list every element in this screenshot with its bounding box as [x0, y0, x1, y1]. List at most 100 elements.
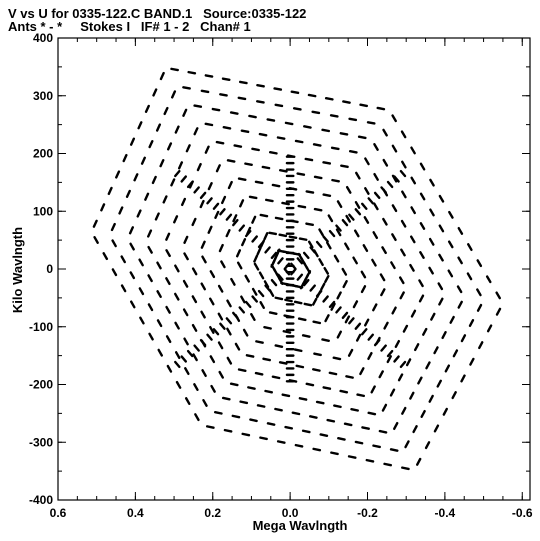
uv-point — [381, 403, 388, 412]
uv-point — [185, 144, 191, 153]
uv-point — [476, 288, 482, 297]
y-tick-label: 300 — [33, 89, 53, 103]
uv-point — [288, 235, 298, 240]
uv-point — [328, 229, 336, 238]
uv-point — [438, 224, 445, 233]
uv-point — [331, 178, 340, 183]
uv-point — [309, 246, 316, 254]
uv-point — [144, 104, 150, 113]
uv-point — [361, 202, 368, 210]
uv-point — [290, 262, 297, 270]
uv-point — [148, 140, 154, 149]
uv-point — [207, 225, 213, 234]
uv-point — [322, 386, 332, 390]
uv-point — [193, 383, 199, 391]
uv-point — [301, 334, 311, 338]
uv-point — [211, 107, 221, 112]
uv-point — [341, 311, 349, 320]
x-tick-label: 0.2 — [204, 506, 221, 520]
uv-point — [226, 159, 236, 163]
uv-point — [433, 424, 440, 433]
uv-point — [322, 295, 329, 303]
uv-point — [359, 367, 365, 376]
uv-point — [254, 180, 264, 185]
uv-point — [213, 410, 223, 415]
uv-point — [193, 344, 200, 352]
uv-point — [236, 261, 243, 270]
uv-point — [313, 352, 322, 357]
uv-point — [200, 240, 206, 249]
uv-point — [239, 199, 245, 208]
uv-point — [307, 93, 317, 98]
uv-point — [120, 284, 127, 293]
uv-point — [448, 210, 454, 219]
x-tick-label: 0.6 — [50, 506, 67, 520]
uv-point — [485, 275, 492, 284]
uv-point — [92, 219, 98, 228]
uv-point — [175, 380, 182, 389]
uv-point — [302, 278, 310, 287]
uv-point — [129, 137, 136, 146]
uv-point — [253, 254, 259, 263]
uv-point — [359, 103, 368, 108]
uv-point — [221, 396, 231, 401]
uv-point — [204, 74, 214, 78]
uv-point — [144, 192, 150, 201]
uv-point — [321, 338, 330, 342]
y-tick-label: -400 — [29, 493, 53, 507]
uv-point — [230, 277, 236, 286]
uv-point — [428, 266, 434, 275]
uv-point — [209, 297, 215, 306]
uv-point — [276, 440, 286, 444]
uv-point — [428, 237, 435, 246]
uv-point — [191, 295, 198, 304]
uv-point — [199, 199, 205, 209]
uv-point — [442, 407, 448, 416]
uv-point — [192, 353, 198, 362]
uv-point — [277, 273, 284, 281]
uv-point — [156, 261, 162, 270]
uv-point — [441, 331, 447, 340]
x-tick-label: -0.6 — [512, 506, 533, 520]
uv-point — [417, 376, 423, 385]
uv-point — [293, 300, 303, 305]
uv-point — [336, 200, 343, 209]
y-tick-label: 0 — [46, 262, 53, 276]
uv-point — [318, 228, 324, 237]
uv-point — [259, 213, 269, 218]
uv-point — [355, 333, 362, 342]
uv-point — [200, 282, 207, 291]
uv-point — [281, 393, 291, 398]
uv-point — [221, 195, 227, 205]
uv-point — [249, 418, 258, 423]
uv-point — [393, 421, 399, 431]
uv-point — [409, 235, 416, 244]
uv-point — [418, 294, 425, 303]
uv-point — [333, 404, 342, 409]
uv-point — [239, 80, 248, 85]
uv-point — [451, 391, 457, 400]
uv-point — [394, 339, 401, 348]
uv-point — [225, 229, 231, 238]
uv-point — [251, 147, 260, 152]
uv-point — [100, 203, 106, 212]
uv-point — [219, 208, 226, 216]
uv-point — [303, 302, 313, 307]
uv-point — [156, 319, 163, 328]
uv-point — [364, 187, 370, 195]
uv-point — [305, 190, 315, 194]
uv-point — [244, 229, 252, 238]
uv-point — [400, 219, 407, 228]
uv-point — [476, 303, 483, 312]
uv-point — [420, 409, 426, 419]
uv-point — [115, 170, 121, 179]
uv-point — [244, 274, 250, 283]
uv-point — [336, 291, 342, 300]
uv-point — [290, 90, 300, 95]
uv-point — [125, 189, 131, 198]
uv-point — [329, 114, 339, 118]
uv-point — [401, 406, 407, 415]
uv-point — [183, 252, 189, 261]
uv-point — [305, 382, 315, 387]
uv-point — [222, 126, 232, 130]
